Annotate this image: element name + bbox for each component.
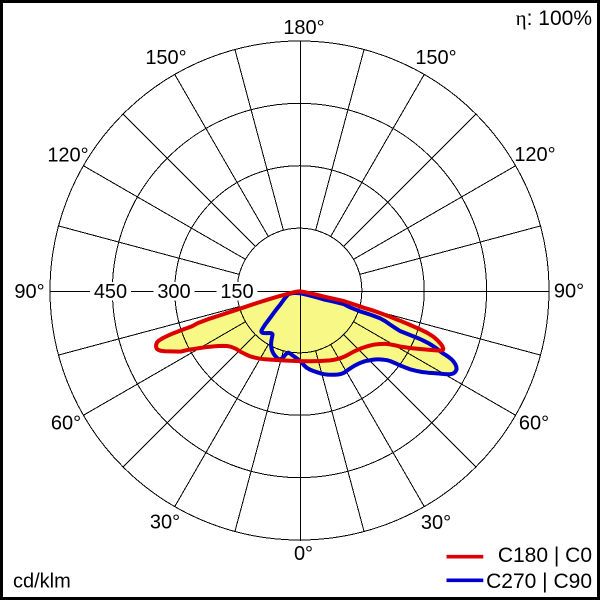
svg-text:150: 150 xyxy=(220,281,253,303)
svg-text:120°: 120° xyxy=(47,145,88,167)
svg-text:120°: 120° xyxy=(514,144,555,166)
svg-text:450: 450 xyxy=(94,281,127,303)
svg-text:30°: 30° xyxy=(421,512,451,534)
svg-text:90°: 90° xyxy=(554,281,584,303)
svg-text:60°: 60° xyxy=(519,413,549,435)
svg-text:300: 300 xyxy=(157,281,190,303)
svg-text:60°: 60° xyxy=(51,413,81,435)
svg-text:30°: 30° xyxy=(150,512,180,534)
svg-text:η: 100%: η: 100% xyxy=(516,6,592,30)
svg-text:150°: 150° xyxy=(145,47,186,69)
svg-text:90°: 90° xyxy=(14,281,44,303)
svg-text:C180 | C0: C180 | C0 xyxy=(498,544,592,567)
svg-text:cd/klm: cd/klm xyxy=(13,571,71,593)
svg-text:C270 | C90: C270 | C90 xyxy=(486,570,592,593)
svg-text:0°: 0° xyxy=(294,543,313,565)
svg-text:180°: 180° xyxy=(283,17,324,39)
svg-text:150°: 150° xyxy=(415,47,456,69)
